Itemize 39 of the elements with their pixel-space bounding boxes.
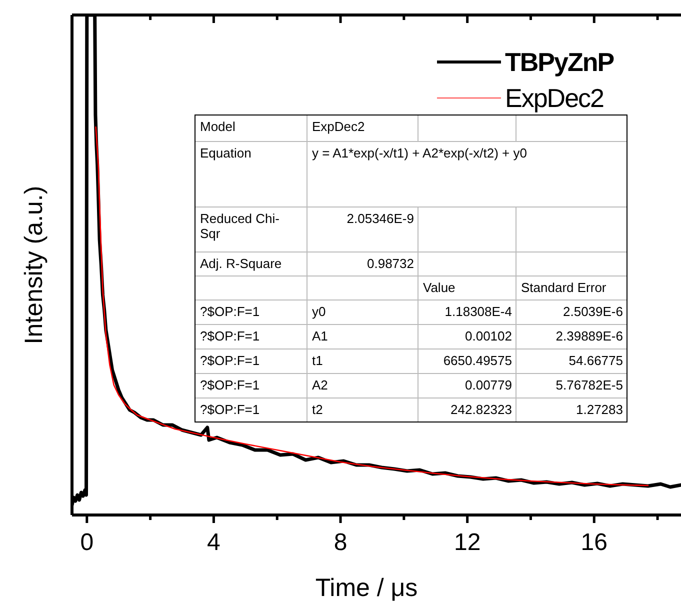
- annotation: Equation: [200, 146, 252, 160]
- x-tick-label: 16: [580, 529, 608, 556]
- annotation: 0.98732: [367, 256, 414, 271]
- annotation: t2: [312, 402, 323, 417]
- annotation: y = A1*exp(-x/t1) + A2*exp(-x/t2) + y0: [312, 146, 527, 160]
- annotation: ?$OP:F=1: [200, 304, 260, 319]
- annotation: 54.66775: [568, 353, 623, 368]
- annotation: 2.39889E-6: [556, 328, 623, 344]
- annotation: 5.76782E-5: [556, 378, 623, 392]
- annotation: y0: [312, 304, 326, 319]
- annotation: Reduced Chi-Sqr: [200, 211, 280, 241]
- annotation: Model: [200, 119, 236, 134]
- annotation: 1.18308E-4: [444, 304, 512, 319]
- annotation: ?$OP:F=1: [200, 402, 260, 417]
- annotation: ?$OP:F=1: [200, 353, 260, 368]
- x-axis-title: Time / μs: [315, 574, 418, 602]
- annotation: Value: [423, 280, 456, 295]
- annotation: 1.27283: [576, 402, 623, 417]
- annotation: 6650.49575: [443, 353, 512, 368]
- legend-label: TBPyZnP: [505, 47, 614, 77]
- x-tick-label: 0: [80, 529, 94, 556]
- annotation: Adj. R-Square: [200, 256, 282, 271]
- annotation: 2.05346E-9: [346, 211, 414, 226]
- annotation: ExpDec2: [312, 119, 365, 134]
- annotation: A2: [312, 378, 328, 392]
- annotation: 242.82323: [450, 402, 512, 417]
- annotation: ?$OP:F=1: [200, 328, 260, 344]
- y-axis-title: Intensity (a.u.): [20, 186, 48, 344]
- annotation: ?$OP:F=1: [200, 378, 260, 392]
- annotation: A1: [312, 328, 328, 344]
- annotation: Standard Error: [521, 280, 607, 295]
- x-tick-label: 4: [207, 529, 220, 556]
- legend-label: ExpDec2: [505, 83, 604, 113]
- annotation: 0.00779: [465, 378, 512, 392]
- annotation: 2.5039E-6: [563, 304, 623, 319]
- x-tick-label: 8: [334, 529, 348, 556]
- annotation: 0.00102: [465, 328, 512, 344]
- annotation: t1: [312, 353, 323, 368]
- x-tick-label: 12: [454, 529, 481, 556]
